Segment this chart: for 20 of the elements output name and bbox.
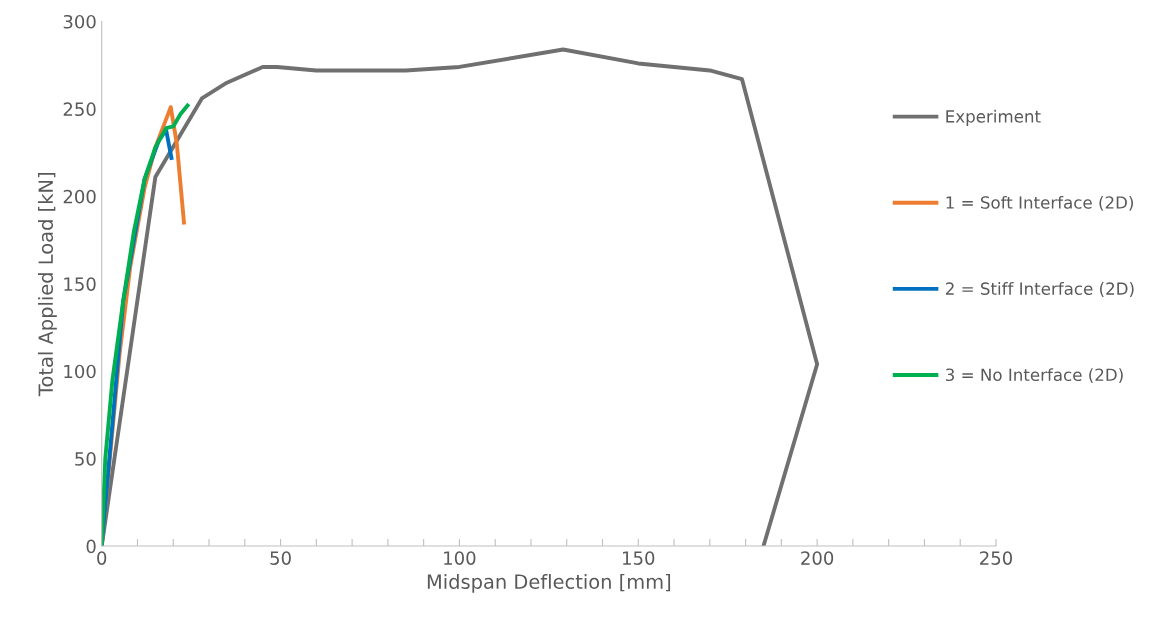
legend-label: Experiment: [946, 109, 1041, 126]
y-axis-title: Total Applied Load [kN]: [38, 173, 57, 397]
y-tick-label: 0: [86, 539, 96, 554]
x-tick-label: 100: [444, 551, 476, 565]
y-tick-label: 200: [63, 189, 96, 204]
x-tick-label: 200: [801, 551, 834, 565]
x-tick-label: 50: [270, 551, 291, 565]
legend-label: 1 = Soft Interface (2D): [946, 195, 1134, 211]
y-tick-label: 100: [64, 364, 96, 379]
y-tick-label: 50: [75, 452, 96, 466]
legend-label: 2 = Stiff Interface (2D): [945, 282, 1134, 297]
y-tick-label: 250: [63, 102, 96, 117]
x-axis-title: Midspan Deflection [mm]: [427, 573, 671, 593]
x-tick-label: 250: [980, 551, 1013, 565]
x-tick-label: 0: [97, 551, 107, 565]
y-tick-label: 150: [64, 277, 96, 291]
x-tick-label: 150: [623, 551, 655, 565]
legend-label: 3 = No Interface (2D): [946, 368, 1123, 384]
y-tick-label: 300: [63, 14, 96, 29]
line-series: [101, 47, 820, 547]
